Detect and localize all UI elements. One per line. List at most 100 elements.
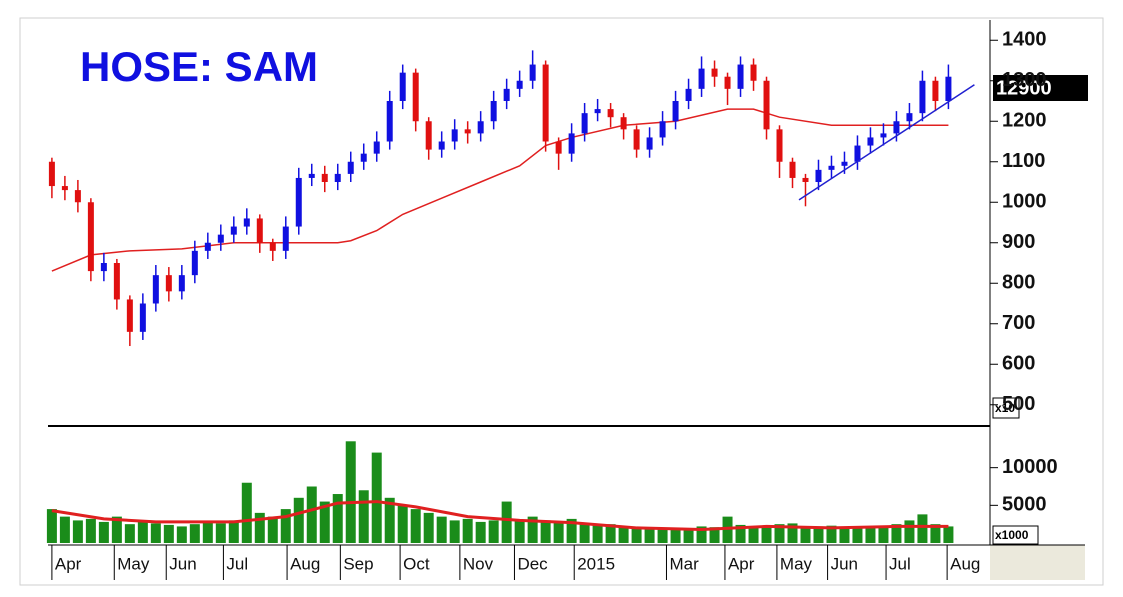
- volume-bar: [124, 524, 135, 543]
- candle-body: [607, 109, 614, 118]
- volume-bar: [72, 520, 83, 543]
- volume-bar: [111, 516, 122, 543]
- candle-body: [373, 141, 380, 154]
- candle-body: [932, 80, 939, 101]
- candle-body: [737, 64, 744, 89]
- volume-bar: [371, 452, 382, 543]
- candle-body: [555, 141, 562, 154]
- volume-bar: [735, 524, 746, 543]
- volume-bar: [839, 528, 850, 543]
- price-multiplier: x10: [995, 401, 1015, 415]
- volume-bar: [787, 523, 798, 543]
- volume-bar: [826, 525, 837, 543]
- candle-body: [776, 129, 783, 162]
- volume-bar: [709, 527, 720, 543]
- volume-bar: [878, 527, 889, 543]
- volume-bar: [917, 514, 928, 543]
- candle-body: [490, 101, 497, 122]
- volume-bar: [397, 505, 408, 543]
- volume-bar: [540, 520, 551, 543]
- marks: [46, 50, 975, 543]
- x-tick-label: Jul: [889, 554, 911, 573]
- volume-bar: [865, 526, 876, 543]
- candle-body: [802, 177, 809, 182]
- candle-body: [828, 165, 835, 170]
- candle-body: [815, 169, 822, 182]
- candle-body: [659, 121, 666, 138]
- ma-line: [51, 108, 949, 272]
- volume-bar: [891, 524, 902, 543]
- candle-body: [74, 190, 81, 203]
- candle-body: [386, 101, 393, 142]
- volume-bar: [267, 516, 278, 543]
- volume-bar: [930, 524, 941, 543]
- candle-body: [698, 68, 705, 89]
- y-tick-label: 1300: [1002, 69, 1047, 91]
- axis-corner: [990, 545, 1085, 580]
- volume-bar: [514, 520, 525, 543]
- candle-body: [438, 141, 445, 150]
- v-tick-label: 5000: [1002, 494, 1047, 516]
- candle-body: [425, 121, 432, 150]
- candle-body: [191, 250, 198, 276]
- candle-body: [763, 80, 770, 130]
- volume-bar: [332, 494, 343, 543]
- x-tick-label: 2015: [577, 554, 615, 573]
- candle-body: [841, 161, 848, 166]
- volume-bar: [345, 441, 356, 543]
- y-tick-label: 800: [1002, 272, 1035, 294]
- y-tick-label: 600: [1002, 353, 1035, 375]
- volume-bar: [683, 528, 694, 543]
- volume-bar: [800, 527, 811, 543]
- volume-bar: [657, 529, 668, 543]
- candle-body: [594, 109, 601, 114]
- candle-body: [542, 64, 549, 142]
- candle-body: [919, 80, 926, 114]
- volume-bar: [215, 523, 226, 543]
- candle-body: [620, 117, 627, 130]
- candle-body: [412, 72, 419, 122]
- candle-body: [464, 129, 471, 134]
- volume-bar: [254, 512, 265, 543]
- candle-body: [243, 218, 250, 227]
- candle-body: [256, 218, 263, 243]
- candle-body: [750, 64, 757, 81]
- volume-bar: [85, 518, 96, 543]
- volume-bar: [202, 522, 213, 543]
- candle-body: [893, 121, 900, 134]
- x-tick-label: Aug: [290, 554, 320, 573]
- volume-bar: [293, 497, 304, 543]
- volume-bar: [813, 526, 824, 543]
- volume-bar: [696, 526, 707, 543]
- candle-body: [646, 137, 653, 150]
- y-tick-label: 900: [1002, 231, 1035, 253]
- volume-bar: [176, 526, 187, 543]
- volume-bar: [436, 516, 447, 543]
- multiplier-box: [992, 525, 1039, 545]
- candle-body: [451, 129, 458, 142]
- candle-body: [672, 101, 679, 122]
- volume-bar: [631, 527, 642, 543]
- candle-body: [581, 113, 588, 134]
- volume-bar: [592, 524, 603, 543]
- candle-body: [321, 173, 328, 182]
- candle-body: [360, 153, 367, 162]
- volume-bar: [98, 521, 109, 543]
- x-tick-label: Aug: [950, 554, 980, 573]
- candle-body: [178, 275, 185, 292]
- candle-body: [516, 80, 523, 89]
- volume-bar: [644, 527, 655, 543]
- volume-bar: [618, 526, 629, 543]
- volume-bar: [605, 524, 616, 543]
- volume-bar: [579, 523, 590, 543]
- candle-body: [152, 275, 159, 304]
- volume-bar: [904, 520, 915, 543]
- y-tick-label: 1100: [1002, 150, 1045, 172]
- volume-bar: [553, 521, 564, 543]
- x-tick-label: Sep: [343, 554, 373, 573]
- candle-body: [347, 161, 354, 174]
- x-tick-label: Oct: [403, 554, 430, 573]
- candle-body: [503, 88, 510, 101]
- candle-body: [945, 76, 952, 101]
- candle-body: [477, 121, 484, 134]
